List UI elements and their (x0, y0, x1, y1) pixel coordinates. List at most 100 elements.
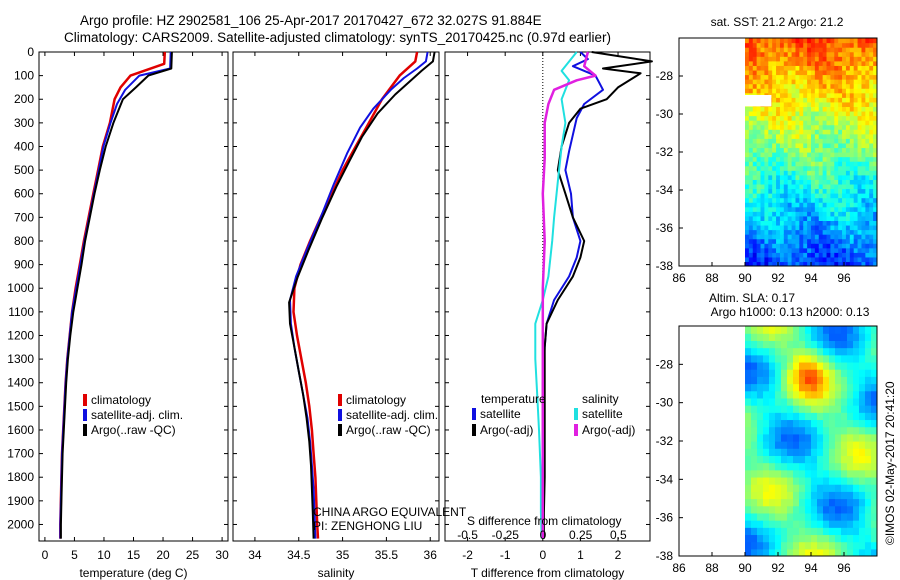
sst-map-cell (776, 170, 781, 176)
sst-map-cell (772, 243, 777, 249)
sst-map-cell (764, 142, 769, 149)
sst-map-cell (776, 243, 781, 249)
sla-map-cell (799, 340, 806, 349)
sla-map-cell (871, 527, 877, 536)
sst-map-cell (772, 247, 777, 253)
sst-map-cell (756, 165, 762, 171)
sst-map-cell (857, 161, 863, 167)
sst-map-cell (869, 120, 874, 126)
sal-legend-label: climatology (346, 393, 406, 407)
sst-map-cell (779, 47, 785, 53)
sst-map-cell (772, 115, 777, 121)
sst-map-cell (799, 79, 804, 85)
sst-map-cell (795, 115, 800, 121)
sla-map-cell (871, 376, 877, 385)
sst-map-cell (745, 243, 750, 249)
sla-map-cell (835, 541, 842, 550)
sst-map-cell (838, 97, 843, 103)
sst-map-cell (807, 142, 812, 149)
sst-map-cell (768, 65, 773, 71)
sst-map-cell (830, 120, 835, 126)
sst-map-cell (826, 133, 832, 139)
sst-map-cell (853, 65, 859, 71)
sst-map-cell (779, 110, 785, 117)
sst-map-cell (756, 79, 762, 85)
sst-map-cell (779, 38, 785, 44)
sla-map-cell (865, 419, 872, 428)
sla-map-cell (871, 455, 877, 464)
sla-map-cell (805, 462, 812, 471)
sst-map-cell (857, 97, 863, 103)
sst-map-cell (857, 106, 863, 112)
sst-map-cell (787, 215, 793, 221)
sst-map-cell (853, 156, 859, 162)
sla-map-cell (751, 541, 758, 550)
depth-tick-label: 400 (14, 139, 34, 153)
sst-map-cell (849, 156, 855, 162)
sst-map-cell (772, 193, 777, 199)
diff-legend-label: satellite (582, 407, 623, 421)
sst-map-cell (760, 215, 766, 221)
sst-map-cell (838, 142, 843, 149)
sla-map-cell (817, 541, 824, 550)
sla-map-cell (823, 390, 830, 399)
sst-map-cell (873, 183, 877, 190)
sst-map-cell (857, 224, 863, 231)
sla-map-cell (793, 491, 800, 500)
sst-map-cell (869, 206, 874, 212)
temp-legend-swatch (83, 409, 87, 421)
sst-map-cell (779, 197, 785, 203)
sla-map-cell (847, 455, 854, 464)
sst-map-cell (834, 188, 839, 194)
sla-map-cell (769, 476, 776, 485)
sst-map-cell (873, 220, 877, 226)
sst-map-cell (799, 202, 804, 208)
sst-map-cell (807, 47, 812, 53)
sla-map-cell (853, 405, 860, 413)
sst-map-cell (834, 88, 839, 94)
sst-map-cell (811, 56, 816, 62)
sst-map-cell (764, 56, 769, 62)
sla-map-cell (829, 484, 836, 492)
sla-map-cell (805, 397, 812, 406)
sst-map-cell (752, 83, 758, 89)
sla-map-cell (799, 419, 806, 428)
depth-tick-label: 100 (14, 69, 34, 83)
sst-map-cell (834, 161, 839, 167)
sla-map-cell (763, 455, 770, 464)
sst-map-cell (748, 256, 754, 263)
sst-map-cell (752, 238, 758, 244)
sst-map-cell (849, 170, 855, 176)
sst-map-cell (791, 193, 797, 199)
sst-map-cell (842, 42, 847, 48)
sst-map-cell (807, 165, 812, 171)
sla-map-cell (841, 390, 848, 399)
sst-map-cell (748, 211, 754, 217)
sst-map-cell (748, 183, 754, 190)
sla-map-cell (817, 441, 824, 449)
sst-map-cell (826, 65, 832, 71)
sst-map-cell (772, 56, 777, 62)
temp-series-argo-raw-qc- (59, 51, 173, 539)
sla-map-cell (757, 361, 764, 370)
sst-map-cell (752, 174, 758, 180)
sst-map-cell (869, 47, 874, 53)
sst-map-cell (873, 92, 877, 98)
sla-map-xtick-label: 88 (705, 561, 719, 575)
sla-map-cell (799, 548, 806, 556)
depth-tick-label: 1100 (8, 305, 34, 319)
sst-map-cell (791, 101, 797, 107)
sst-map-xtick-label: 90 (738, 271, 752, 285)
sst-map-cell (849, 101, 855, 107)
sst-map-cell (845, 69, 851, 76)
sst-map-cell (748, 129, 754, 135)
sla-map-cell (817, 484, 824, 492)
sst-map-cell (748, 115, 754, 121)
sst-map-cell (776, 224, 781, 231)
sst-map-cell (776, 110, 781, 117)
sla-map-cell (865, 390, 872, 399)
sla-map-cell (829, 548, 836, 556)
sla-map-cell (817, 333, 824, 341)
depth-tick-label: 1300 (7, 352, 34, 366)
sst-map-cell (748, 238, 754, 244)
